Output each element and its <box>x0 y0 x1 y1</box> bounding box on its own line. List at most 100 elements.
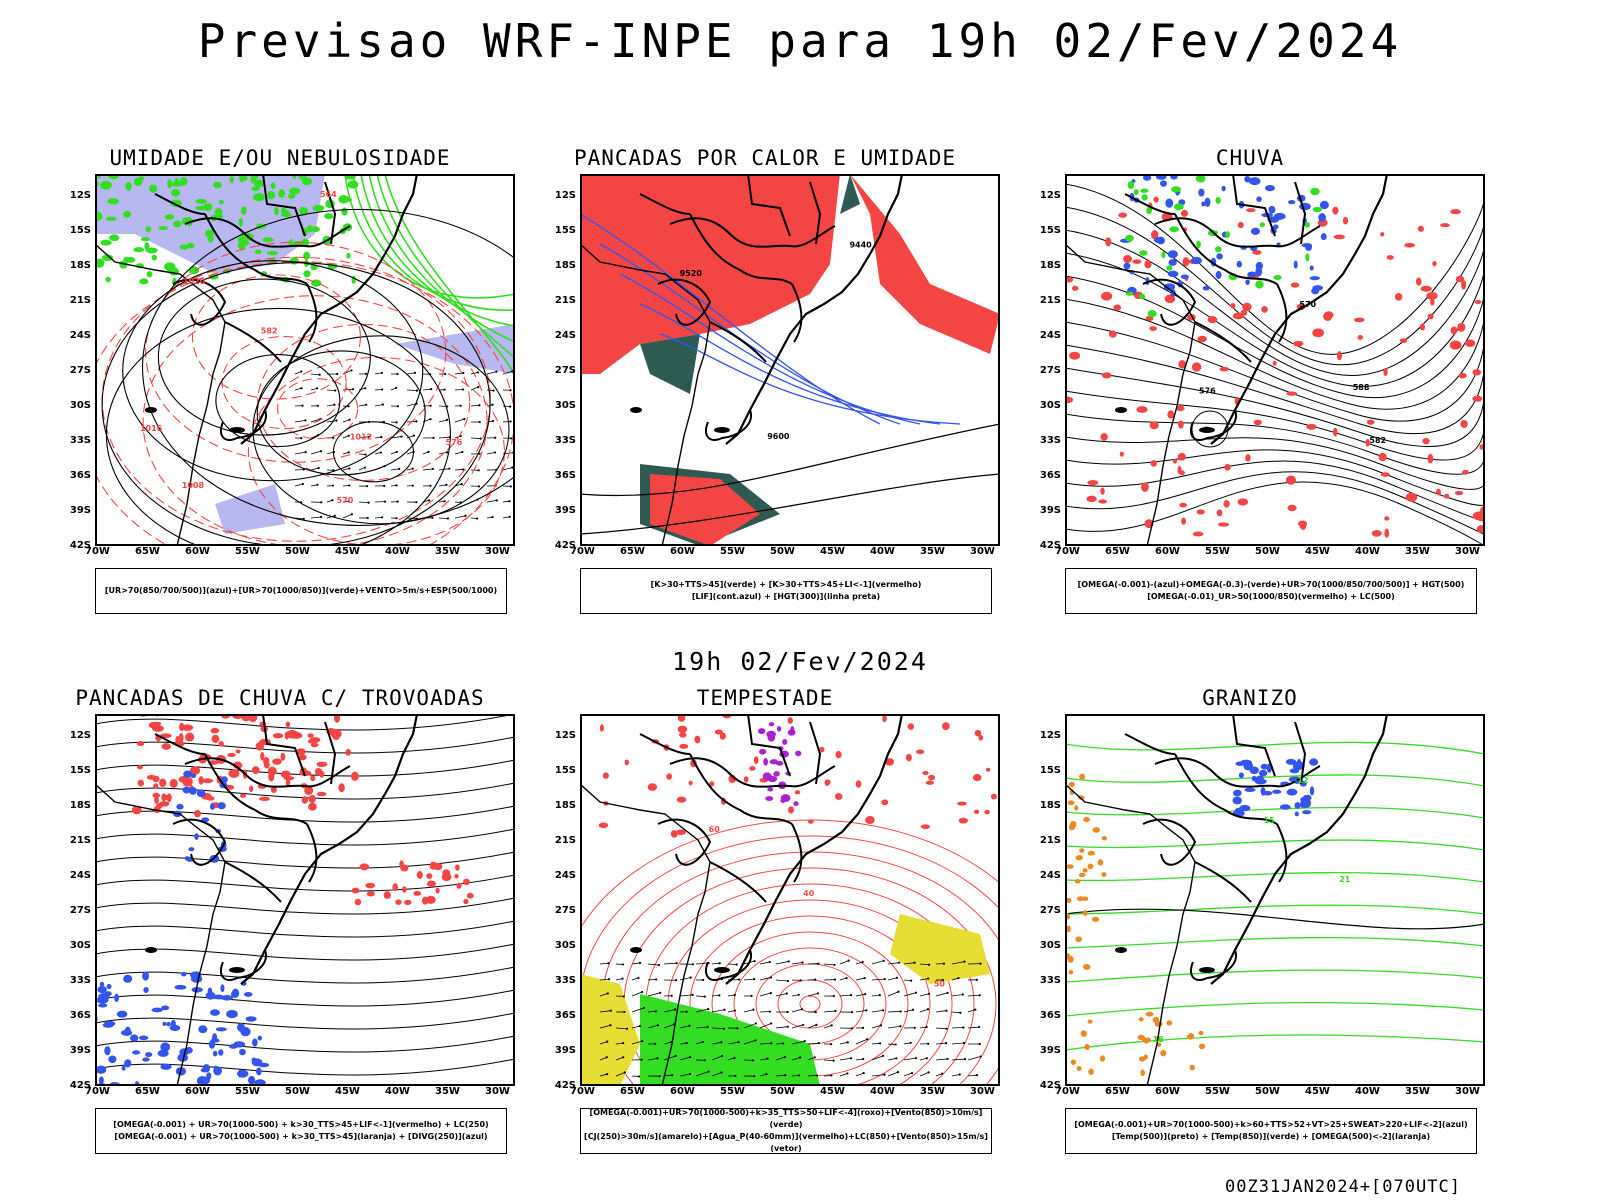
wind-vector <box>454 515 466 519</box>
humidity-low-level <box>188 266 200 275</box>
rain-area <box>1332 206 1339 215</box>
rain-area <box>1293 340 1304 347</box>
omega-500-area <box>1078 872 1086 878</box>
wind-vector <box>791 1008 802 1013</box>
omega-strong-area <box>1127 181 1135 189</box>
legend-box: [OMEGA(-0.001)+UR>70(1000-500)+k>60+TTS>… <box>1065 1108 1477 1154</box>
severe-storm-area <box>769 759 779 765</box>
lon-tick-label: 70W <box>570 546 595 557</box>
wind-arrowhead <box>733 1056 736 1060</box>
divergence-area <box>205 991 216 1000</box>
humidity-area-high <box>215 484 285 534</box>
lon-tick-label: 60W <box>185 1086 210 1097</box>
wind-vector <box>759 992 771 997</box>
omega-area <box>1272 224 1279 230</box>
humidity-low-level <box>151 254 158 261</box>
instability-area <box>580 174 840 374</box>
wind-arrowhead <box>478 420 481 424</box>
wind-arrowhead <box>865 1009 868 1012</box>
divergence-area <box>97 985 107 994</box>
legend-line: [LIF](cont.azul) + [HGT(300)](linha pret… <box>691 592 881 601</box>
humidity-low-level <box>164 262 176 272</box>
divergence-area <box>200 1068 209 1073</box>
thunderstorm-area <box>333 714 341 723</box>
lat-tick-label: 36S <box>1039 1010 1061 1021</box>
wind-arrowhead <box>301 404 304 407</box>
divergence-area <box>116 1010 128 1018</box>
omega-500-area <box>1160 1049 1167 1057</box>
lat-tick-label: 36S <box>1039 470 1061 481</box>
streamline <box>1065 481 1485 546</box>
wind-vector <box>919 1057 927 1061</box>
wind-arrowhead <box>894 1043 897 1046</box>
streamline-850 <box>689 915 931 1086</box>
rain-area <box>1181 517 1187 525</box>
wind-vector <box>470 437 481 439</box>
wind-vector <box>935 1042 947 1045</box>
omega-area <box>1320 233 1327 241</box>
omega-500-area <box>1070 1059 1077 1065</box>
rain-area <box>1474 299 1482 305</box>
wind-vector <box>695 1008 709 1013</box>
legend-line: [OMEGA(-0.001)+UR>70(1000-500)+k>60+TTS>… <box>1074 1120 1468 1129</box>
panel-title: GRANIZO <box>1202 686 1298 710</box>
wind-arrowhead <box>318 373 321 376</box>
rain-area <box>1285 475 1297 485</box>
humidity-low-level <box>170 188 181 197</box>
thunderstorm-area <box>304 785 314 796</box>
wind-arrowhead <box>722 1027 726 1030</box>
map-area: -12 15 18 21 12S 15S 18S 21S 24S 27S 30S 33S 36S 39S 4… <box>1040 714 1485 1097</box>
wind-vector <box>599 1024 611 1029</box>
lon-tick-label: 30W <box>970 1086 995 1097</box>
lat-tick-label: 24S <box>69 330 91 341</box>
humidity-low-level <box>229 176 235 183</box>
divergence-area <box>218 1049 224 1056</box>
lon-tick-label: 35W <box>1405 1086 1430 1097</box>
state-border <box>306 823 318 883</box>
rain-area <box>1113 304 1122 311</box>
wind-vector <box>711 1027 724 1030</box>
lon-tick-label: 50W <box>770 546 795 557</box>
severe-storm-area <box>766 730 776 738</box>
thunderstorm-area <box>263 761 270 769</box>
precipitable-water-area <box>794 790 801 795</box>
divergence-area <box>237 1022 245 1032</box>
wind-arrowhead <box>622 1056 625 1059</box>
humidity-low-level <box>299 206 305 211</box>
map-frame <box>1065 714 1485 1086</box>
lat-tick-label: 39S <box>1039 1045 1061 1056</box>
humidity-low-level <box>338 195 350 204</box>
rain-area <box>1150 460 1157 467</box>
rain-area <box>1426 292 1438 300</box>
wind-arrowhead <box>674 1008 677 1011</box>
panel-trovoadas: PANCADAS DE CHUVA C/ TROVOADAS 12S 15S 18S 2… <box>50 686 515 1186</box>
legend-line: [Temp(500)](preto) + [Temp(850)](verde) … <box>1111 1132 1431 1141</box>
wind-arrowhead <box>770 1022 773 1025</box>
wind-vector <box>294 517 304 520</box>
omega-strong-area <box>1161 251 1166 259</box>
wind-vector <box>727 994 735 997</box>
rain-area <box>1342 216 1349 225</box>
rain-area <box>1180 209 1189 217</box>
lat-tick-label: 30S <box>1039 400 1061 411</box>
wind-vector <box>823 963 835 966</box>
omega-strong-area <box>1173 203 1184 211</box>
wind-arrowhead <box>718 962 721 965</box>
rain-area <box>1472 395 1483 402</box>
wind-vector <box>951 1011 961 1014</box>
contour-label: 9600 <box>767 432 790 441</box>
wind-arrowhead <box>335 419 338 422</box>
divergence-area <box>104 1046 111 1056</box>
thunderstorm-area <box>402 886 407 893</box>
wind-arrowhead <box>477 485 481 488</box>
state-border <box>1294 721 1307 785</box>
wind-vector <box>919 1008 929 1013</box>
wind-arrowhead <box>621 977 624 980</box>
wind-arrowhead <box>800 1008 803 1011</box>
wind-arrowhead <box>347 434 350 437</box>
omega-strong-area <box>1305 253 1310 262</box>
wind-arrowhead <box>738 978 741 981</box>
wind-arrowhead <box>304 451 307 454</box>
state-border <box>1124 733 1176 755</box>
lon-tick-label: 30W <box>1455 546 1480 557</box>
